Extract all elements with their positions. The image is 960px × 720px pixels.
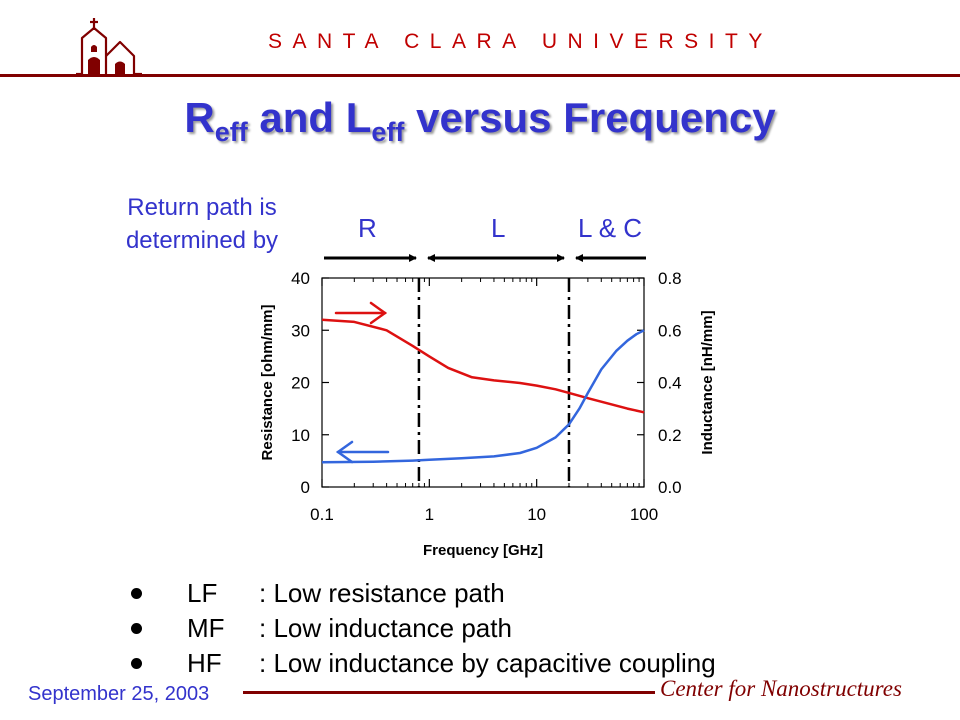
slide-title: Reff and Leff versus Frequency <box>184 94 776 147</box>
x-tick-label: 0.1 <box>310 505 334 524</box>
inductance-curve <box>321 329 645 464</box>
bullet-item-lf: LF : Low resistance path <box>130 576 716 611</box>
y-left-tick-label: 10 <box>291 426 310 445</box>
x-axis-label: Frequency [GHz] <box>423 542 543 559</box>
x-tick-label: 100 <box>630 505 658 524</box>
bullet-text: : Low inductance path <box>259 613 512 643</box>
y-right-tick-label: 0.2 <box>658 426 682 445</box>
region-label-l: L <box>491 213 506 243</box>
bullet-text: : Low resistance path <box>259 578 505 608</box>
y-left-tick-label: 0 <box>301 478 310 497</box>
bullet-band: HF <box>187 648 222 678</box>
bullet-band: LF <box>187 578 218 608</box>
bullet-dot <box>131 623 142 634</box>
y-left-tick-label: 30 <box>291 321 310 340</box>
y-right-tick-label: 0.4 <box>658 374 682 393</box>
bullet-dot <box>131 588 142 599</box>
bullet-item-mf: MF : Low inductance path <box>130 611 716 646</box>
bullet-text: : Low inductance by capacitive coupling <box>259 648 716 678</box>
x-tick-label: 10 <box>527 505 546 524</box>
y-right-axis-label: Inductance [nH/mm] <box>699 310 716 454</box>
resistance-curve <box>321 318 645 414</box>
y-left-tick-label: 40 <box>291 269 310 288</box>
y-left-tick-label: 20 <box>291 374 310 393</box>
footer-date: September 25, 2003 <box>28 683 210 705</box>
return-path-label: Return path is determined by <box>125 194 279 254</box>
region-label-r: R <box>358 213 377 243</box>
university-name: SANTA CLARA UNIVERSITY <box>268 30 773 53</box>
y-right-tick-label: 0.8 <box>658 269 682 288</box>
y-right-tick-label: 0.6 <box>658 321 682 340</box>
resistance-axis-arrow <box>334 301 388 325</box>
bullet-dot <box>131 658 142 669</box>
bullet-list: LF : Low resistance path MF : Low induct… <box>130 576 716 681</box>
inductance-axis-arrow <box>335 440 390 464</box>
region-label-lc: L & C <box>578 213 643 243</box>
header-rule <box>0 74 960 77</box>
bullet-band: MF <box>187 613 225 643</box>
footer-rule <box>243 691 655 694</box>
y-left-axis-label: Resistance [ohm/mm] <box>259 305 276 461</box>
plot-frame <box>321 277 645 488</box>
footer-center-name: Center for Nanostructures <box>660 676 902 701</box>
bullet-item-hf: HF : Low inductance by capacitive coupli… <box>130 646 716 681</box>
x-tick-label: 1 <box>425 505 434 524</box>
y-right-tick-label: 0.0 <box>658 478 682 497</box>
